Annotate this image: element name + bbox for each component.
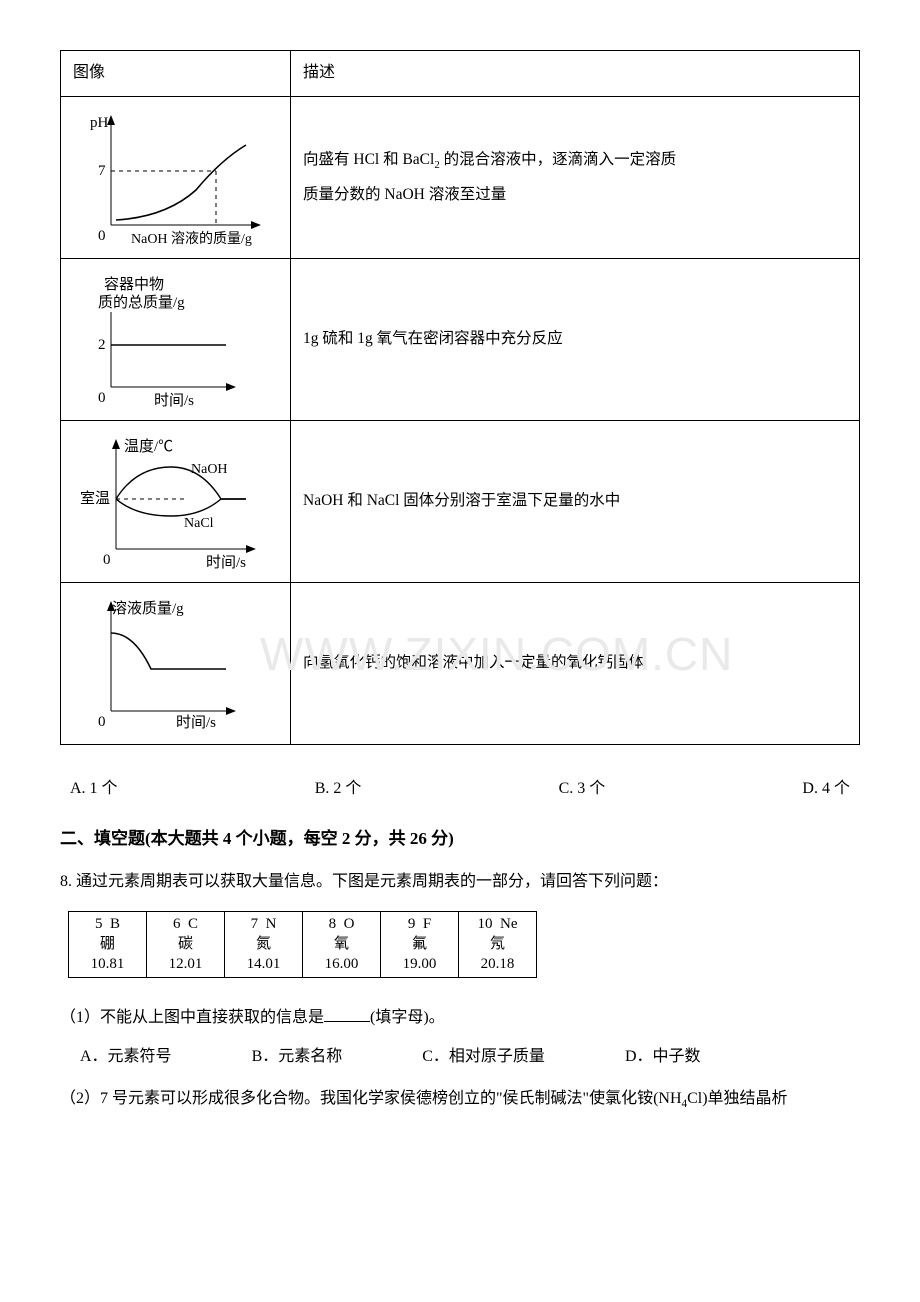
graph-cell-4: 溶液质量/g 0 时间/s [61, 582, 291, 744]
graph-3-svg: 温度/℃ 室温 NaOH NaCl 0 时间/s [76, 429, 276, 574]
desc-cell-2: 1g 硫和 1g 氧气在密闭容器中充分反应 [291, 258, 860, 420]
desc-1-p3: 质量分数的 NaOH 溶液至过量 [303, 186, 506, 203]
periodic-table-fragment: 5 B 硼 10.81 6 C 碳 12.01 7 N 氮 14.01 8 O … [68, 911, 537, 978]
graph-cell-1: pH 7 0 NaOH 溶液的质量/g [61, 96, 291, 258]
opt-7a[interactable]: A. 1 个 [70, 775, 118, 804]
pt-cell-N: 7 N 氮 14.01 [225, 911, 303, 977]
section-2-heading: 二、填空题(本大题共 4 个小题，每空 2 分，共 26 分) [60, 824, 860, 855]
svg-text:NaOH 溶液的质量/g: NaOH 溶液的质量/g [131, 231, 252, 247]
graph-4-svg: 溶液质量/g 0 时间/s [76, 591, 276, 736]
svg-text:0: 0 [98, 714, 106, 730]
opt-8-1c[interactable]: C．相对原子质量 [422, 1043, 545, 1072]
graph-cell-3: 温度/℃ 室温 NaOH NaCl 0 时间/s [61, 420, 291, 582]
svg-text:溶液质量/g: 溶液质量/g [112, 600, 184, 617]
svg-text:NaCl: NaCl [184, 516, 214, 531]
svg-text:0: 0 [103, 552, 111, 568]
desc-cell-1: 向盛有 HCl 和 BaCl2 的混合溶液中，逐滴滴入一定溶质 质量分数的 Na… [291, 96, 860, 258]
desc-cell-3: NaOH 和 NaCl 固体分别溶于室温下足量的水中 [291, 420, 860, 582]
q8-1: （1）不能从上图中直接获取的信息是(填字母)。 [60, 1004, 860, 1033]
opt-7b[interactable]: B. 2 个 [315, 775, 362, 804]
graph-2-svg: 容器中物 质的总质量/g 2 0 时间/s [76, 267, 276, 412]
svg-text:pH: pH [90, 115, 109, 131]
desc-1-p2: 的混合溶液中，逐滴滴入一定溶质 [440, 151, 676, 168]
pt-cell-F: 9 F 氟 19.00 [381, 911, 459, 977]
main-table: 图像 描述 pH 7 0 NaOH 溶液的质量/g 向盛有 HCl 和 BaCl… [60, 50, 860, 745]
opt-8-1d[interactable]: D．中子数 [625, 1043, 701, 1072]
svg-text:室温: 室温 [80, 490, 110, 507]
col-header-desc: 描述 [291, 51, 860, 97]
pt-cell-B: 5 B 硼 10.81 [69, 911, 147, 977]
svg-text:0: 0 [98, 228, 106, 244]
opt-8-1b[interactable]: B．元素名称 [252, 1043, 343, 1072]
svg-text:2: 2 [98, 337, 106, 353]
graph-1-svg: pH 7 0 NaOH 溶液的质量/g [76, 105, 276, 250]
blank-8-1[interactable] [324, 1006, 370, 1022]
q8-stem: 8. 通过元素周期表可以获取大量信息。下图是元素周期表的一部分，请回答下列问题： [60, 868, 860, 897]
svg-text:7: 7 [98, 163, 106, 179]
svg-text:温度/℃: 温度/℃ [124, 438, 173, 455]
svg-text:时间/s: 时间/s [206, 554, 246, 571]
q8-1-options: A．元素符号 B．元素名称 C．相对原子质量 D．中子数 [80, 1043, 860, 1072]
desc-1-p1: 向盛有 HCl 和 BaCl [303, 151, 434, 168]
graph-cell-2: 容器中物 质的总质量/g 2 0 时间/s [61, 258, 291, 420]
opt-7c[interactable]: C. 3 个 [559, 775, 606, 804]
opt-7d[interactable]: D. 4 个 [802, 775, 850, 804]
desc-cell-4: 向氢氧化钙的饱和溶液中加入一定量的氧化钙固体 [291, 582, 860, 744]
svg-text:时间/s: 时间/s [154, 392, 194, 409]
svg-text:0: 0 [98, 390, 106, 406]
opt-8-1a[interactable]: A．元素符号 [80, 1043, 172, 1072]
svg-text:NaOH: NaOH [191, 462, 228, 477]
svg-text:时间/s: 时间/s [176, 714, 216, 731]
pt-cell-Ne: 10 Ne 氖 20.18 [459, 911, 537, 977]
svg-text:质的总质量/g: 质的总质量/g [98, 294, 185, 311]
pt-cell-O: 8 O 氧 16.00 [303, 911, 381, 977]
q7-options: A. 1 个 B. 2 个 C. 3 个 D. 4 个 [70, 775, 850, 804]
pt-cell-C: 6 C 碳 12.01 [147, 911, 225, 977]
col-header-image: 图像 [61, 51, 291, 97]
q8-2: （2）7 号元素可以形成很多化合物。我国化学家侯德榜创立的"侯氏制碱法"使氯化铵… [60, 1085, 860, 1114]
